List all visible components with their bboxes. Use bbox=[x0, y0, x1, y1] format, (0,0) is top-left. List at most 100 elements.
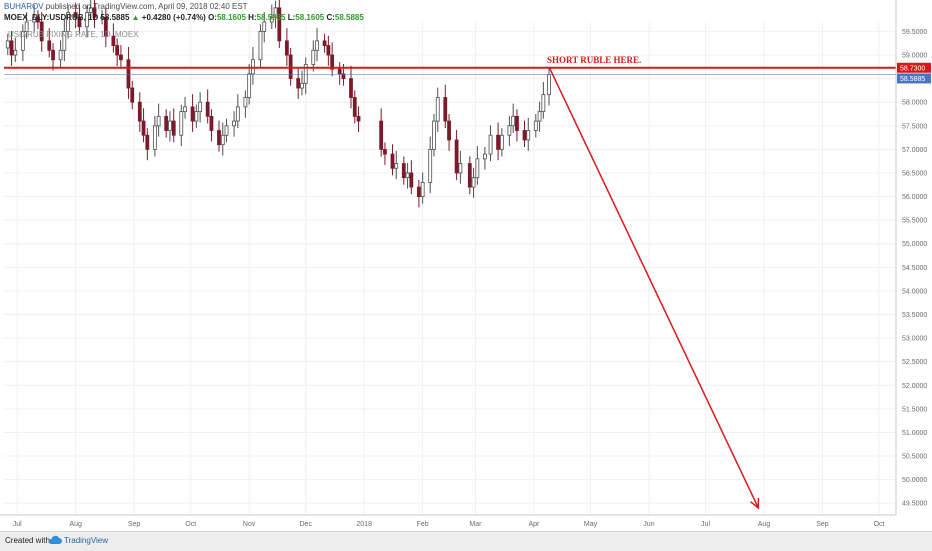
candle-body bbox=[409, 172, 414, 188]
candle-body bbox=[209, 115, 214, 131]
time-tick-label: Dec bbox=[300, 521, 313, 528]
candle-body bbox=[73, 12, 78, 18]
candle-body bbox=[401, 163, 406, 179]
candle-body bbox=[454, 139, 459, 174]
candle-body bbox=[432, 120, 436, 150]
candle-body bbox=[447, 120, 451, 141]
candle-body bbox=[458, 163, 463, 174]
time-tick-label: Apr bbox=[528, 521, 540, 528]
price-tick-label: 50.0000 bbox=[902, 477, 927, 484]
candle-body bbox=[243, 97, 248, 108]
time-tick-label: Jul bbox=[13, 521, 22, 528]
time-axis[interactable]: Jul Aug Sep Oct Nov Dec 2018 Feb Mar Apr May Jun Jul… bbox=[0, 514, 896, 528]
up-arrow-icon: ▲ bbox=[131, 13, 140, 22]
candle-body bbox=[77, 16, 82, 28]
candle-body bbox=[416, 186, 421, 197]
candle-body bbox=[85, 12, 89, 28]
candle-body bbox=[164, 115, 169, 131]
candle-body bbox=[488, 134, 493, 155]
candle-body bbox=[88, 7, 93, 13]
candle-body bbox=[515, 115, 519, 131]
close-value: 58.5885 bbox=[334, 13, 364, 22]
price-tick-label: 52.5000 bbox=[902, 359, 927, 366]
symbol-label[interactable]: MOEX_DLY:USDRUB, 1D bbox=[4, 13, 99, 22]
candle-body bbox=[522, 130, 527, 141]
open-label: O: bbox=[208, 13, 217, 22]
candle-body bbox=[141, 120, 146, 136]
candle-body bbox=[443, 97, 448, 122]
candle-body bbox=[32, 16, 37, 23]
time-tick-label: Oct bbox=[185, 521, 196, 528]
price-tick-label: 54.5000 bbox=[902, 265, 927, 272]
footer-bar: Created with TradingView bbox=[0, 531, 932, 551]
candle-body bbox=[217, 130, 221, 146]
candle-body bbox=[394, 163, 399, 169]
candle-body bbox=[115, 45, 120, 56]
price-tick-label: 59.0000 bbox=[902, 53, 927, 60]
price-tick-label: 56.0000 bbox=[902, 194, 927, 201]
price-axis[interactable]: 59.500059.000058.500058.000057.500057.00… bbox=[895, 0, 931, 515]
candle-body bbox=[111, 35, 116, 46]
candle-body bbox=[24, 21, 29, 32]
chart-overlays: SHORT RUBLE HERE. bbox=[4, 55, 896, 510]
change-value: +0.4280 (+0.74%) bbox=[141, 13, 206, 22]
resistance-price-label: 58.7300 bbox=[900, 65, 925, 72]
candle-body bbox=[273, 7, 278, 18]
candle-body bbox=[224, 125, 229, 136]
candle-body bbox=[379, 120, 384, 150]
forecast-arrow-line bbox=[548, 66, 760, 509]
candle-body bbox=[482, 153, 487, 160]
price-tick-label: 53.5000 bbox=[902, 312, 927, 319]
time-tick-label: Sep bbox=[816, 521, 829, 528]
time-tick-label: Jul bbox=[701, 521, 710, 528]
candle-body bbox=[66, 12, 71, 32]
candle-body bbox=[277, 7, 282, 42]
candle-body bbox=[383, 148, 387, 155]
candle-body bbox=[356, 115, 361, 122]
candle-body bbox=[269, 16, 274, 23]
candle-body bbox=[20, 31, 25, 51]
price-tick-label: 54.0000 bbox=[902, 288, 927, 295]
time-tick-label: Nov bbox=[243, 521, 256, 528]
candle-body bbox=[507, 125, 512, 136]
candle-body bbox=[315, 40, 319, 51]
candle-body bbox=[62, 31, 67, 51]
candle-body bbox=[36, 16, 40, 23]
candle-body bbox=[341, 73, 346, 80]
low-value: 58.1605 bbox=[295, 13, 325, 22]
candle-body bbox=[526, 130, 531, 141]
candle-body bbox=[499, 134, 504, 150]
high-label: H: bbox=[248, 13, 257, 22]
chart-watermark: USD/RUB FIXING RATE, 1D, MOEX bbox=[8, 30, 139, 39]
price-tick-label: 58.0000 bbox=[902, 100, 927, 107]
candle-body bbox=[179, 111, 184, 136]
forecast-arrowhead bbox=[750, 497, 760, 510]
open-value: 58.1605 bbox=[216, 13, 246, 22]
candle-body bbox=[420, 182, 425, 197]
candle-body bbox=[326, 45, 331, 56]
candle-body bbox=[511, 115, 516, 127]
candle-body bbox=[5, 40, 10, 49]
price-tick-label: 52.0000 bbox=[902, 383, 927, 390]
candle-body bbox=[303, 64, 308, 84]
chart-grid bbox=[4, 22, 896, 515]
candle-body bbox=[220, 134, 225, 146]
candle-body bbox=[330, 54, 335, 70]
candle-body bbox=[300, 82, 304, 89]
price-tick-label: 55.5000 bbox=[902, 218, 927, 225]
candle-body bbox=[235, 106, 240, 122]
candle-body bbox=[435, 97, 440, 122]
candle-body bbox=[467, 163, 472, 188]
candle-body bbox=[51, 49, 55, 61]
tradingview-link[interactable]: TradingView bbox=[64, 536, 109, 545]
candle-body bbox=[262, 21, 267, 32]
candle-body bbox=[137, 101, 142, 122]
publish-info: BUHAROV published on TradingView.com, Ap… bbox=[4, 2, 248, 12]
candle-body bbox=[103, 16, 108, 37]
candle-body bbox=[547, 74, 551, 96]
candle-body bbox=[390, 153, 395, 169]
author-name[interactable]: BUHAROV bbox=[4, 2, 44, 11]
candle-body bbox=[126, 59, 131, 89]
candle-body bbox=[47, 40, 52, 51]
